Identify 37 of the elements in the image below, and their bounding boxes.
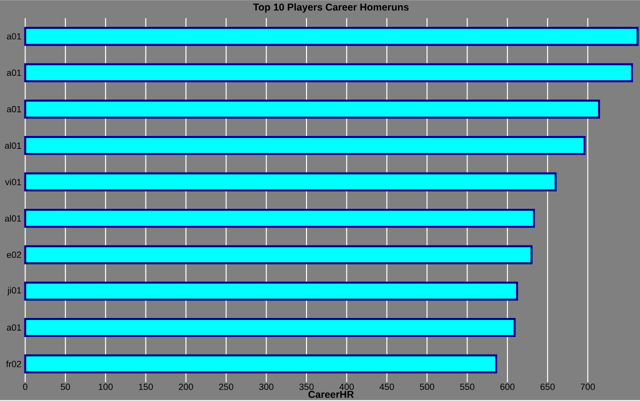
x-tick-label: 300: [259, 384, 274, 390]
bar: [24, 282, 518, 301]
bar: [24, 172, 557, 192]
y-tick-label: al01: [4, 142, 22, 149]
x-tick-label: 450: [380, 384, 394, 390]
x-tick-label: 700: [580, 384, 595, 390]
x-tick-label: 100: [98, 384, 113, 390]
bar: [24, 100, 600, 119]
x-tick-label: 550: [460, 384, 474, 390]
x-tick-label: 400: [339, 384, 354, 390]
x-tick-label: 200: [178, 384, 194, 390]
bar: [24, 63, 633, 82]
chart-title: Top 10 Players Career Homeruns: [253, 3, 409, 12]
bar: [24, 245, 533, 264]
y-tick-label: vi01: [5, 178, 22, 186]
x-tick-label: 600: [500, 384, 515, 390]
x-tick-label: 250: [219, 384, 234, 390]
y-tick-label: a01: [6, 33, 22, 40]
bar: [24, 26, 639, 46]
bar: [24, 208, 535, 228]
y-tick-label: a01: [6, 106, 22, 112]
y-tick-label: e02: [6, 251, 22, 258]
y-tick-label: fr02: [6, 360, 22, 368]
x-tick-label: 0: [23, 384, 28, 390]
y-tick-label: a01: [6, 69, 22, 76]
x-tick-label: 150: [138, 384, 153, 390]
y-tick-label: a01: [6, 324, 22, 331]
bar: [24, 354, 498, 374]
x-tick-label: 50: [60, 384, 70, 390]
y-tick-label: ji01: [7, 286, 22, 296]
x-axis-title: CareerHR: [308, 390, 354, 398]
x-tick-label: 650: [540, 384, 555, 390]
bar: [24, 318, 516, 337]
y-tick-label: al01: [4, 214, 22, 222]
x-tick-label: 350: [299, 384, 314, 390]
bar: [24, 136, 586, 155]
x-tick-label: 500: [420, 384, 434, 390]
